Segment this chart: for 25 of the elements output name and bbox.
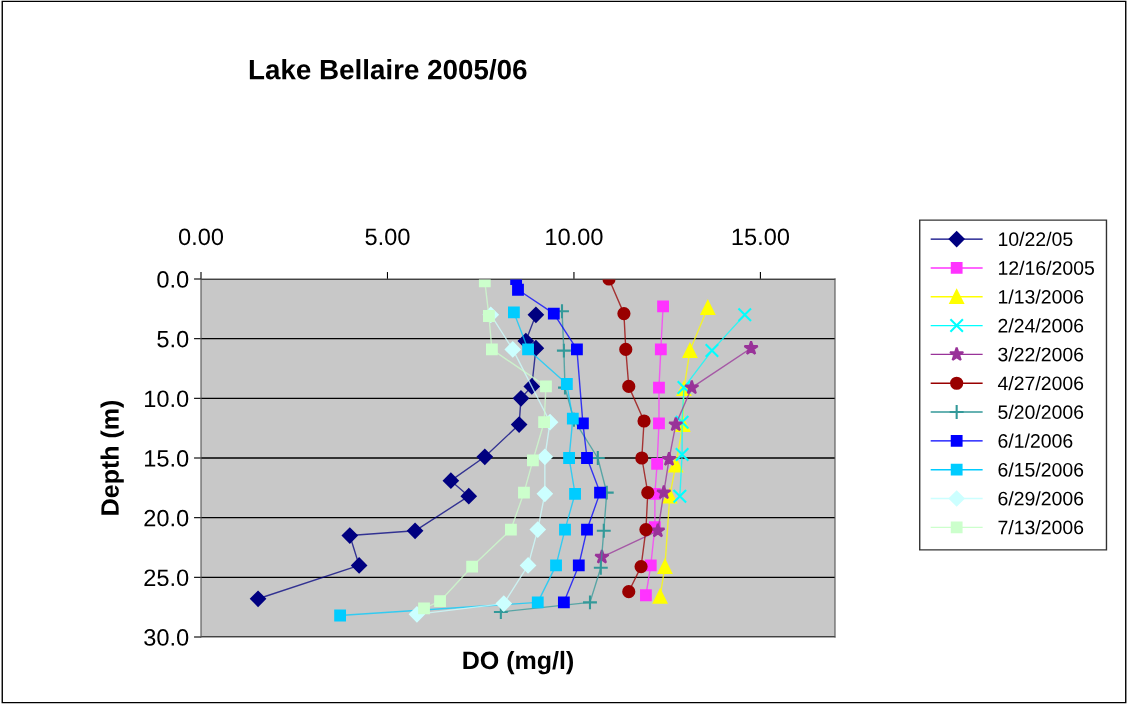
legend-label: 10/22/05 [998, 231, 1073, 247]
x-axis-title: DO (mg/l) [463, 650, 573, 675]
legend-label: 6/29/2006 [998, 491, 1084, 506]
y-tick-label: 30.0 [144, 629, 189, 646]
y-tick-label: 0.0 [157, 271, 189, 288]
legend-label: 7/13/2006 [998, 520, 1084, 535]
legend-label: 1/13/2006 [998, 289, 1084, 304]
y-axis-title: Depth (m) [100, 400, 124, 515]
legend-label: 3/22/2006 [998, 347, 1084, 362]
legend-label: 2/24/2006 [998, 318, 1084, 333]
x-tick-label: 10.00 [546, 228, 603, 246]
legend-label: 5/20/2006 [998, 404, 1084, 420]
legend-label: 4/27/2006 [997, 375, 1084, 391]
legend-label: 6/15/2006 [998, 462, 1084, 477]
y-tick-label: 15.0 [145, 450, 189, 467]
chart-title: Lake Bellaire 2005/06 [249, 59, 527, 80]
x-tick-label: 5.00 [365, 228, 410, 246]
legend-label: 12/16/2005 [998, 260, 1094, 275]
y-tick-label: 10.0 [145, 390, 189, 408]
x-tick-label: 15.00 [732, 228, 790, 246]
y-tick-label: 25.0 [144, 569, 189, 587]
legend-label: 6/1/2006 [998, 433, 1073, 448]
x-tick-label: 0.00 [178, 228, 224, 246]
y-tick-label: 5.0 [157, 330, 189, 348]
y-tick-label: 20.0 [144, 509, 189, 527]
